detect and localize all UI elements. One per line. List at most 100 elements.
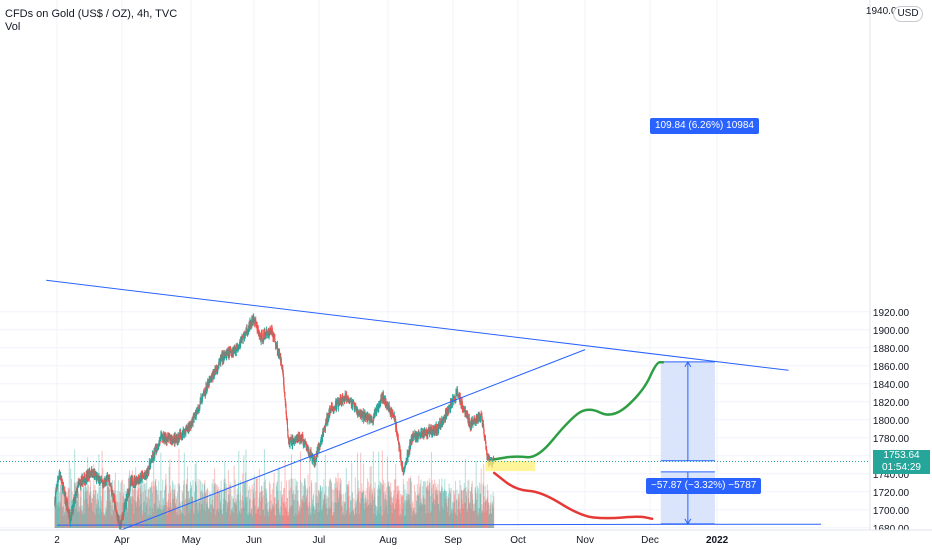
- volume-bar: [138, 488, 140, 528]
- volume-bar: [76, 511, 78, 528]
- volume-bar: [69, 488, 71, 528]
- volume-bar: [222, 490, 224, 528]
- volume-bar: [174, 484, 176, 528]
- volume-bar: [228, 494, 230, 528]
- volume-bar: [490, 502, 492, 528]
- volume-bar: [68, 460, 70, 528]
- volume-bar: [109, 501, 111, 528]
- candle-body: [271, 328, 273, 335]
- candle-body: [337, 402, 339, 408]
- volume-bar: [222, 514, 224, 528]
- volume-bar: [333, 502, 335, 528]
- volume-bar: [472, 493, 474, 528]
- symbol-title[interactable]: CFDs on Gold (US$ / OZ), 4h, TVC: [5, 8, 178, 20]
- volume-bar: [266, 488, 268, 528]
- volume-bar: [106, 472, 108, 528]
- currency-badge[interactable]: USD: [893, 6, 923, 22]
- volume-bar: [319, 485, 321, 528]
- volume-bar: [99, 506, 101, 528]
- candle-body: [165, 436, 167, 440]
- volume-bar: [319, 491, 321, 528]
- volume-bar: [80, 496, 82, 528]
- volume-bar: [294, 494, 296, 528]
- volume-bar: [226, 487, 228, 528]
- volume-bar: [470, 508, 472, 528]
- volume-bar: [64, 486, 66, 528]
- volume-bar: [284, 508, 286, 528]
- volume-bar: [393, 495, 395, 528]
- volume-bar: [168, 499, 170, 528]
- volume-bar: [355, 503, 357, 528]
- volume-bar: [490, 494, 492, 528]
- volume-bar: [314, 509, 316, 528]
- volume-bar: [452, 490, 454, 528]
- volume-bar: [390, 505, 392, 528]
- volume-bar: [83, 485, 85, 528]
- volume-bar: [95, 490, 97, 528]
- volume-bar: [183, 480, 185, 528]
- volume-bar: [181, 490, 183, 528]
- volume-bar: [141, 484, 143, 528]
- volume-bar: [258, 468, 260, 528]
- candle-body: [320, 440, 322, 445]
- volume-indicator-label[interactable]: Vol: [5, 21, 21, 33]
- volume-bar: [386, 487, 388, 528]
- volume-bar: [396, 494, 398, 528]
- volume-bar: [100, 509, 102, 528]
- volume-bar: [86, 498, 88, 528]
- volume-bar: [133, 478, 135, 528]
- volume-bar: [96, 508, 98, 528]
- volume-bar: [142, 510, 144, 528]
- volume-bar: [132, 495, 134, 528]
- drawing-tools[interactable]: [0, 279, 870, 531]
- volume-bar: [309, 506, 311, 528]
- volume-bar: [188, 490, 190, 528]
- volume-bar: [450, 488, 452, 528]
- volume-bar: [368, 504, 370, 528]
- volume-bar: [181, 513, 183, 528]
- candle-body: [387, 406, 389, 408]
- time-tick-label: Oct: [510, 535, 526, 546]
- volume-bar: [141, 481, 143, 528]
- volume-bar: [210, 504, 212, 528]
- volume-bar: [328, 486, 330, 528]
- volume-bar: [483, 463, 485, 528]
- volume-bar: [201, 490, 203, 528]
- volume-bar: [421, 505, 423, 528]
- time-axis[interactable]: 2 Apr May Jun Jul Aug Sep Oct Nov Dec 2022: [0, 529, 932, 550]
- volume-bar: [440, 493, 442, 528]
- volume-bar: [355, 500, 357, 528]
- volume-bar: [336, 481, 338, 528]
- volume-bar: [201, 504, 203, 528]
- volume-bar: [337, 490, 339, 528]
- volume-bar: [119, 492, 121, 528]
- volume-bar: [144, 501, 146, 528]
- volume-bar: [163, 505, 165, 528]
- volume-bar: [293, 515, 295, 528]
- volume-bar: [272, 505, 274, 528]
- volume-bar: [292, 493, 294, 528]
- volume-bar: [492, 507, 494, 528]
- volume-bar: [305, 501, 307, 528]
- volume-bar: [349, 512, 351, 528]
- candle-body: [275, 342, 277, 346]
- volume-bar: [106, 479, 108, 528]
- volume-bar: [460, 512, 462, 528]
- volume-bar: [111, 505, 113, 528]
- volume-bar: [377, 496, 379, 528]
- volume-bar: [389, 486, 391, 528]
- candle-body: [99, 479, 101, 486]
- volume-bar: [238, 500, 240, 528]
- volume-bar: [178, 483, 180, 528]
- volume-bar: [364, 509, 366, 528]
- candle-body: [77, 485, 79, 492]
- candle-body: [125, 497, 127, 506]
- volume-bar: [190, 509, 192, 528]
- volume-bar: [389, 496, 391, 528]
- volume-bar: [86, 490, 88, 528]
- volume-bar: [228, 494, 230, 528]
- volume-bar: [243, 455, 245, 528]
- candle-body: [69, 513, 71, 522]
- volume-bar: [85, 491, 87, 528]
